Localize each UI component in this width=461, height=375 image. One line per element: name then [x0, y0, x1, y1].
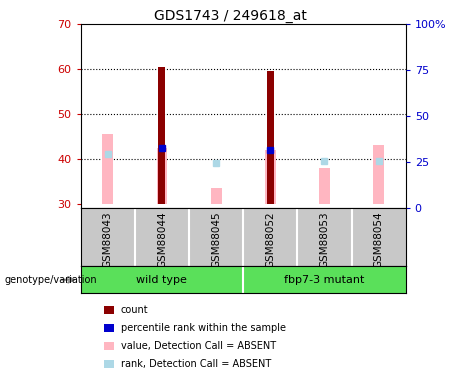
Bar	[159, 67, 165, 204]
Text: GSM88054: GSM88054	[373, 211, 384, 268]
Text: genotype/variation: genotype/variation	[5, 275, 97, 285]
Text: GSM88045: GSM88045	[211, 211, 221, 268]
Text: GSM88052: GSM88052	[265, 211, 275, 268]
Text: fbp7-3 mutant: fbp7-3 mutant	[284, 275, 365, 285]
Bar	[373, 146, 384, 204]
Bar	[211, 188, 222, 204]
Bar	[319, 168, 330, 204]
Text: GSM88053: GSM88053	[319, 211, 330, 268]
Text: wild type: wild type	[136, 275, 187, 285]
Bar	[102, 134, 113, 204]
Text: rank, Detection Call = ABSENT: rank, Detection Call = ABSENT	[121, 359, 271, 369]
Text: count: count	[121, 305, 148, 315]
Text: GSM88043: GSM88043	[103, 211, 113, 268]
Text: GSM88044: GSM88044	[157, 211, 167, 268]
Bar	[157, 148, 167, 204]
Text: percentile rank within the sample: percentile rank within the sample	[121, 323, 286, 333]
Bar	[265, 150, 276, 204]
Text: value, Detection Call = ABSENT: value, Detection Call = ABSENT	[121, 341, 276, 351]
Bar	[267, 71, 274, 204]
Text: GDS1743 / 249618_at: GDS1743 / 249618_at	[154, 9, 307, 23]
